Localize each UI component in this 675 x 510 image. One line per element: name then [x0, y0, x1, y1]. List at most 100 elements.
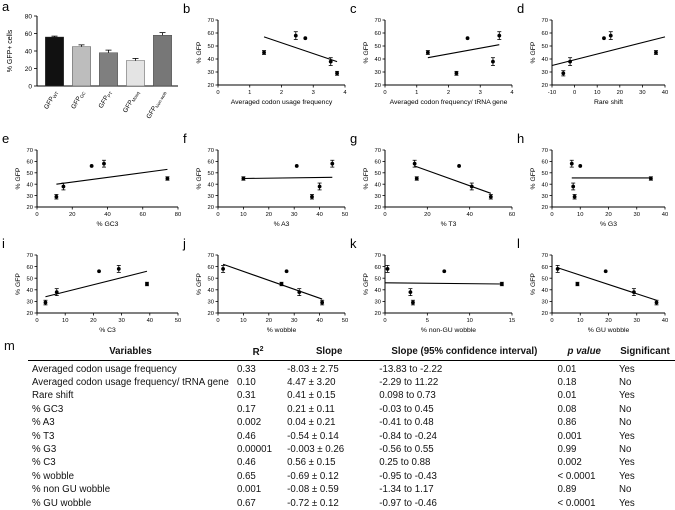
panel-label: l: [517, 236, 520, 251]
x-tick-label: GFPWT: [43, 89, 60, 111]
x-tick-label: 10: [62, 318, 68, 324]
cell-r2: 0.33: [236, 363, 256, 375]
header-slope-ci: Slope (95% confidence interval): [375, 343, 554, 361]
panel-d: d 20 30 40 50 60 70 -10 0 10 20 30 40 Rare shift % GFP: [517, 1, 668, 106]
cell-slope-ci: -0.56 to 0.55: [379, 444, 434, 456]
y-tick-label: 30: [542, 70, 548, 76]
data-point: [294, 164, 299, 168]
cell-variable: % T3: [32, 430, 55, 442]
x-tick-label: 40: [662, 212, 668, 218]
x-tick-label: GFPNon-wob: [145, 89, 167, 120]
panel-l: l 20 30 40 50 60 70 0 10 20 30 40 % GU wobble % GFP: [517, 236, 668, 334]
x-tick-label: 50: [342, 212, 348, 218]
tick-label-subscript: WT: [52, 91, 60, 100]
y-tick-label: 70: [375, 18, 381, 24]
x-tick-label: 5: [426, 318, 429, 324]
x-tick-label: 50: [342, 318, 348, 324]
data-point: [284, 269, 289, 274]
x-tick-label: 2: [447, 90, 450, 96]
table-row: % non GU wobble 0.001 -0.08 ± 0.59 -1.34 to…: [28, 483, 675, 496]
x-tick-label: 20: [617, 90, 623, 96]
y-tick-label: 70: [27, 148, 33, 154]
x-tick-label: 4: [510, 90, 514, 96]
y-tick-label: 30: [542, 194, 548, 200]
panel-i: i 20 30 40 50 60 70 0 10 20 30 40 50 % C3 % GFP: [2, 236, 181, 334]
data-point: [608, 33, 613, 38]
data-point: [241, 176, 246, 181]
cell-r2: 0.001: [236, 484, 262, 496]
y-tick-label: 0: [28, 84, 32, 91]
y-tick-label: 30: [542, 300, 548, 306]
y-axis-label: % GFP: [530, 41, 537, 63]
data-point: [412, 161, 417, 166]
y-axis-label: % GFP+ cells: [7, 29, 14, 72]
x-axis-label: % wobble: [267, 327, 297, 334]
y-tick-label: 30: [208, 70, 214, 76]
cell-slope: 0.56 ± 0.15: [287, 457, 336, 469]
y-tick-label: 30: [375, 70, 381, 76]
x-axis-label: % G3: [600, 221, 617, 228]
x-tick-label: 0: [216, 212, 219, 218]
panel-a: a 0 20 40 60 80 % GFP+ cells GFPWT GFPGC GFPPT GFP…: [2, 0, 178, 120]
data-point: [61, 184, 66, 189]
cell-slope: 0.04 ± 0.21: [287, 417, 336, 429]
cell-significant: Yes: [618, 470, 635, 482]
cell-variable: % G3: [32, 444, 57, 456]
cell-variable: Averaged codon usage frequency/ tRNA gen…: [32, 377, 229, 389]
panel-label: j: [182, 236, 186, 251]
x-tick-label: 0: [216, 318, 219, 324]
cell-significant: No: [618, 417, 632, 429]
data-point: [425, 50, 430, 55]
y-tick-label: 30: [27, 194, 33, 200]
cell-significant: Yes: [618, 457, 635, 469]
data-point: [569, 161, 574, 166]
data-point: [54, 290, 59, 295]
data-point: [165, 176, 170, 181]
cell-variable: % wobble: [32, 470, 75, 482]
x-axis-label: Rare shift: [594, 99, 623, 106]
data-point: [97, 269, 101, 274]
data-point: [568, 59, 572, 64]
data-point: [603, 269, 608, 274]
y-tick-label: 50: [27, 276, 33, 282]
y-tick-label: 40: [208, 182, 214, 188]
bar: [99, 52, 118, 87]
cell-p-value: 0.18: [557, 377, 577, 389]
x-tick-label: 0: [383, 318, 386, 324]
cell-slope: 0.41 ± 0.15: [287, 390, 336, 402]
table-row: % wobble 0.65 -0.69 ± 0.12 -0.95 to -0.43 < …: [28, 470, 675, 483]
y-tick-label: 70: [542, 253, 548, 259]
panel-label: g: [350, 131, 357, 146]
y-tick-label: 40: [208, 57, 214, 63]
panel-h: h 20 30 40 50 60 70 0 10 20 30 40 % G3 % GFP: [517, 131, 668, 228]
data-point: [102, 161, 106, 166]
y-axis-label: % GFP: [15, 167, 22, 189]
cell-p-value: 0.99: [557, 444, 577, 456]
x-tick-label: -10: [548, 90, 556, 96]
y-tick-label: 40: [375, 182, 381, 188]
tick-label-subscript: GC: [79, 90, 87, 99]
regression-line: [243, 176, 333, 180]
x-tick-label: 30: [634, 212, 640, 218]
y-tick-label: 20: [208, 83, 214, 89]
y-tick-label: 60: [25, 31, 33, 38]
y-tick-label: 40: [542, 288, 548, 294]
data-point: [330, 161, 335, 166]
cell-r2: 0.46: [236, 457, 256, 469]
x-tick-label: 3: [479, 90, 482, 96]
y-axis-label: % GFP: [363, 273, 370, 295]
cell-p-value: 0.86: [557, 417, 577, 429]
y-tick-label: 50: [208, 276, 214, 282]
table-row: Averaged codon usage frequency 0.33 -8.03 …: [28, 360, 675, 376]
x-tick-label: 4: [343, 90, 347, 96]
y-tick-label: 40: [542, 182, 548, 188]
regression-line: [414, 165, 492, 194]
cell-r2: 0.10: [236, 377, 256, 389]
data-point: [571, 184, 576, 189]
bar: [72, 46, 91, 87]
panel-label-m: m: [4, 338, 15, 353]
cell-r2: 0.002: [236, 417, 262, 429]
y-tick-label: 60: [208, 160, 214, 166]
y-tick-label: 60: [208, 265, 214, 271]
